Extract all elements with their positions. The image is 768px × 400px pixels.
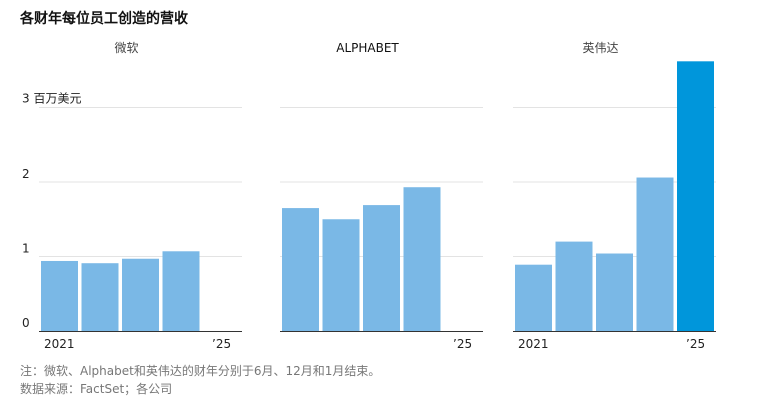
bar-2023 (122, 258, 159, 331)
bar-2024 (403, 187, 441, 331)
panel-title: ALPHABET (336, 41, 399, 55)
bar-chart: 微软 2021 ’25 ALPHABET ’25 英伟达 2021 ’25 3 百万美元 0 1 2 (22, 41, 716, 351)
panel-title: 英伟达 (582, 41, 618, 55)
bar-2022 (81, 263, 119, 331)
y-tick-label-3: 3 百万美元 (22, 92, 81, 106)
bar-2025 (677, 61, 714, 332)
footnote-source: 数据来源：FactSet；各公司 (20, 382, 173, 396)
x-tick-label: 2021 (518, 337, 549, 351)
bar-2022 (555, 241, 593, 331)
chart-title: 各财年每位员工创造的营收 (20, 11, 188, 27)
x-tick-label: ’25 (453, 337, 472, 351)
bar-2023 (363, 205, 400, 331)
x-tick-label: 2021 (44, 337, 75, 351)
x-tick-label: ’25 (686, 337, 705, 351)
bar-2022 (322, 219, 360, 331)
bar-2021 (515, 264, 552, 331)
bar-2023 (596, 253, 633, 331)
y-tick-label: 0 (22, 316, 30, 330)
bar-2021 (282, 208, 319, 331)
bar-2024 (636, 177, 674, 331)
footnote-note: 注：微软、Alphabet和英伟达的财年分别于6月、12月和1月结束。 (20, 364, 381, 378)
y-tick-label: 2 (22, 167, 30, 181)
x-tick-label: ’25 (212, 337, 231, 351)
bar-2024 (162, 251, 200, 331)
y-tick-label: 1 (22, 242, 30, 256)
panel-title: 微软 (114, 41, 138, 55)
bar-2021 (41, 260, 78, 331)
